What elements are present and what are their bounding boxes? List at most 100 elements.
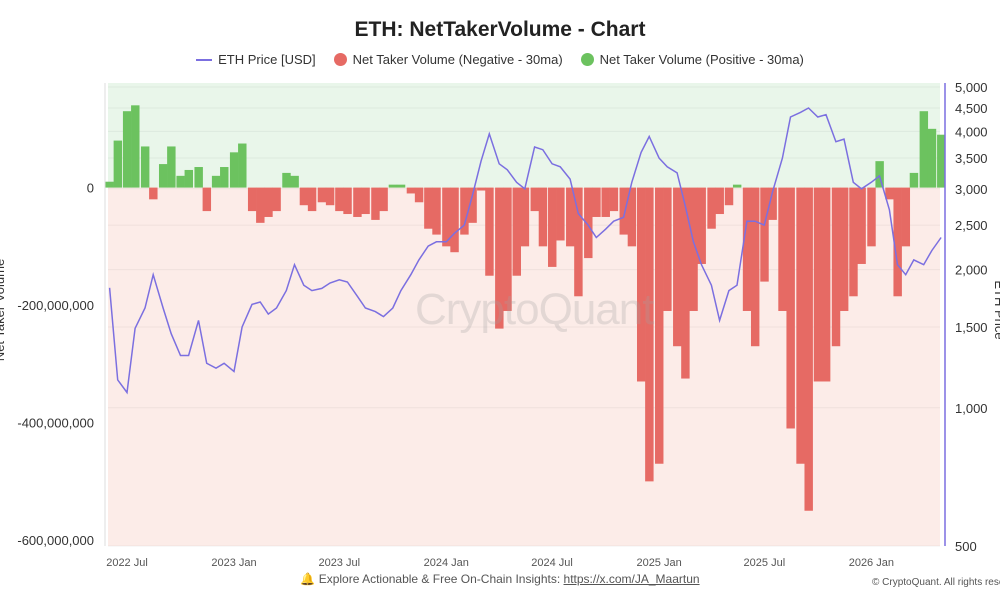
negative-volume-bar (885, 187, 894, 200)
negative-volume-bar (477, 187, 486, 191)
negative-volume-bar (307, 187, 317, 212)
right-axis-tick-label: 1,500 (955, 320, 988, 335)
positive-volume-bar (140, 146, 150, 188)
negative-volume-bar (619, 187, 628, 235)
negative-volume-bar (645, 187, 654, 482)
positive-volume-bar (919, 111, 929, 188)
positive-volume-bar (937, 134, 946, 188)
watermark-logo: CryptoQuant (415, 285, 654, 334)
negative-volume-bar (548, 187, 557, 267)
negative-volume-bar (796, 187, 805, 464)
negative-volume-bar (742, 187, 752, 311)
positive-volume-bar (131, 105, 140, 188)
negative-volume-bar (343, 187, 352, 215)
negative-volume-bar (592, 187, 601, 217)
negative-volume-bar (460, 187, 469, 235)
positive-volume-bar (220, 167, 229, 188)
x-axis-tick-label: 2023 Jan (211, 557, 256, 569)
negative-volume-bar (663, 187, 672, 311)
x-axis-tick-label: 2024 Jul (531, 557, 573, 569)
negative-volume-bar (901, 187, 911, 247)
x-axis-tick-label: 2025 Jul (744, 557, 786, 569)
x-axis-tick-label: 2026 Jan (849, 557, 894, 569)
x-axis-tick-label: 2022 Jul (106, 557, 148, 569)
negative-volume-bar (681, 187, 690, 379)
negative-volume-bar (450, 187, 459, 253)
legend-item-positive[interactable]: Net Taker Volume (Positive - 30ma) (580, 52, 804, 67)
positive-volume-bar (158, 164, 168, 188)
positive-volume-bar (211, 175, 221, 188)
negative-volume-bar (503, 187, 512, 311)
positive-volume-bar (875, 161, 884, 188)
positive-volume-bar (194, 167, 203, 188)
right-axis-tick-label: 2,000 (955, 263, 988, 278)
negative-volume-bar (299, 187, 309, 206)
negative-volume-bar (264, 187, 273, 217)
negative-volume-bar (849, 187, 858, 297)
right-axis-tick-label: 2,500 (955, 218, 988, 233)
negative-volume-bar (371, 187, 380, 220)
negative-volume-bar (256, 187, 265, 223)
negative-volume-bar (689, 187, 698, 311)
negative-volume-bar (813, 187, 823, 382)
negative-volume-bar (317, 187, 327, 203)
line-swatch-icon (196, 58, 213, 61)
eth-price-line (108, 107, 942, 395)
negative-volume-bar (247, 187, 257, 212)
negative-volume-bar (335, 187, 344, 212)
right-axis-tick-label: 3,000 (955, 182, 988, 197)
negative-volume-bar (760, 187, 769, 282)
negative-volume-bar (530, 187, 540, 212)
x-axis-tick-label: 2024 Jan (424, 557, 469, 569)
right-axis-tick-label: 4,000 (955, 124, 988, 139)
footer-link[interactable]: https://x.com/JA_Maartun (563, 572, 700, 586)
positive-volume-bar (122, 111, 132, 188)
positive-zone-background (108, 83, 940, 188)
negative-volume-bar (786, 187, 795, 429)
negative-volume-bar (627, 187, 637, 247)
positive-volume-bar (184, 169, 194, 188)
negative-volume-bar (414, 187, 424, 203)
positive-volume-bar (105, 181, 114, 188)
bell-icon: 🔔 (300, 572, 316, 586)
negative-volume-bar (804, 187, 813, 511)
right-axis-tick-label: 4,500 (955, 101, 988, 116)
positive-volume-bar (176, 175, 185, 188)
dot-swatch-icon (580, 53, 594, 66)
negative-volume-bar (673, 187, 682, 347)
negative-volume-bar (566, 187, 575, 247)
negative-volume-bar (893, 187, 902, 297)
negative-volume-bar (272, 187, 281, 212)
negative-volume-bar (867, 187, 876, 247)
left-axis-title: Net Taker Volume (0, 259, 7, 361)
legend-label: ETH Price [USD] (218, 52, 316, 67)
negative-volume-bar (724, 187, 734, 206)
negative-volume-bar (379, 187, 388, 212)
right-axis-title: ETH Price (992, 280, 1000, 339)
copyright: © CryptoQuant. All rights reserved (872, 577, 1000, 588)
negative-volume-bar (839, 187, 849, 311)
left-axis-tick-label: -400,000,000 (17, 416, 94, 431)
footer: 🔔 Explore Actionable & Free On-Chain Ins… (0, 572, 1000, 586)
negative-volume-bar (778, 187, 787, 311)
left-axis-tick-label: -200,000,000 (17, 298, 94, 313)
negative-volume-bar (601, 187, 610, 217)
negative-volume-bar (149, 187, 158, 200)
negative-volume-bar (432, 187, 441, 235)
legend: ETH Price [USD] Net Taker Volume (Negati… (0, 52, 1000, 67)
left-axis-tick-label: -600,000,000 (17, 533, 94, 548)
negative-volume-bar (750, 187, 760, 347)
positive-volume-bar (113, 140, 123, 188)
negative-volume-bar (636, 187, 646, 382)
right-axis-tick-label: 500 (955, 539, 977, 554)
negative-volume-bar (495, 187, 504, 329)
right-axis-tick-label: 5,000 (955, 80, 988, 95)
x-axis-tick-label: 2025 Jan (636, 557, 681, 569)
negative-volume-bar (609, 187, 619, 212)
dot-swatch-icon (333, 53, 347, 66)
legend-item-negative[interactable]: Net Taker Volume (Negative - 30ma) (333, 52, 563, 67)
negative-volume-bar (353, 187, 362, 217)
legend-item-price[interactable]: ETH Price [USD] (196, 52, 316, 67)
negative-volume-bar (697, 187, 706, 264)
